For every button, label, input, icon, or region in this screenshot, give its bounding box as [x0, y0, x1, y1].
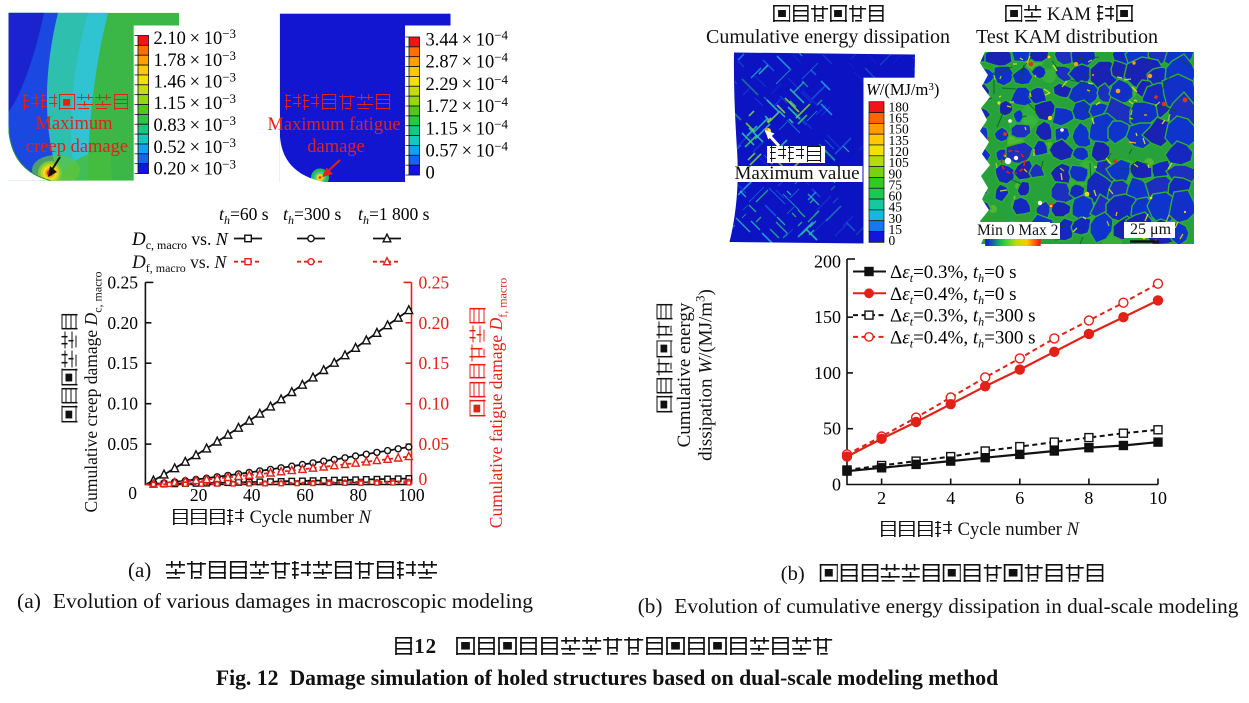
svg-text:20: 20 [190, 485, 208, 505]
svg-text:0.05: 0.05 [107, 434, 138, 454]
svg-text:165: 165 [889, 111, 910, 126]
svg-text:0.15: 0.15 [419, 353, 450, 373]
svg-text:0.10: 0.10 [107, 394, 138, 414]
svg-text:0.25: 0.25 [107, 272, 138, 292]
svg-text:1.78 × 10−3: 1.78 × 10−3 [154, 48, 237, 71]
svg-text:Dc, macro vs. N: Dc, macro vs. N [131, 229, 229, 252]
svg-text:120: 120 [889, 144, 910, 159]
svg-text:45: 45 [889, 200, 903, 215]
svg-text:Δεt=0.4%, th=0 s: Δεt=0.4%, th=0 s [890, 284, 1017, 307]
svg-text:150: 150 [889, 122, 910, 137]
svg-text:2: 2 [877, 488, 886, 508]
svg-text:6: 6 [1015, 488, 1024, 508]
svg-text:1.72 × 10−4: 1.72 × 10−4 [426, 94, 509, 117]
svg-text:2.87 × 10−4: 2.87 × 10−4 [426, 50, 509, 73]
svg-text:th=60 s: th=60 s [219, 204, 269, 227]
svg-text:3.44 × 10−4: 3.44 × 10−4 [426, 28, 509, 51]
svg-text:0: 0 [832, 475, 841, 495]
svg-text:75: 75 [889, 177, 903, 192]
svg-text:0.25: 0.25 [419, 272, 450, 292]
svg-text:th=300 s: th=300 s [283, 204, 342, 227]
svg-text:150: 150 [814, 307, 841, 327]
svg-text:60: 60 [296, 485, 314, 505]
svg-text:0: 0 [426, 164, 435, 184]
svg-text:0.20 × 10−3: 0.20 × 10−3 [154, 157, 237, 180]
svg-text:2.10 × 10−3: 2.10 × 10−3 [154, 26, 237, 49]
svg-text:0: 0 [889, 233, 896, 248]
svg-text:80: 80 [350, 485, 368, 505]
svg-text:180: 180 [889, 99, 910, 114]
svg-text:50: 50 [823, 419, 841, 439]
svg-text:30: 30 [889, 211, 903, 226]
svg-text:0.57 × 10−4: 0.57 × 10−4 [426, 139, 509, 162]
svg-text:1.46 × 10−3: 1.46 × 10−3 [154, 70, 237, 93]
svg-text:Df, macro vs. N: Df, macro vs. N [131, 252, 227, 275]
svg-text:0.20: 0.20 [107, 313, 138, 333]
svg-text:10: 10 [1149, 488, 1167, 508]
svg-text:Δεt=0.3%, th=300 s: Δεt=0.3%, th=300 s [890, 306, 1036, 329]
svg-text:135: 135 [889, 133, 910, 148]
svg-text:0.20: 0.20 [419, 313, 450, 333]
svg-text:15: 15 [889, 222, 903, 237]
svg-text:Δεt=0.3%, th=0 s: Δεt=0.3%, th=0 s [890, 262, 1017, 285]
svg-text:W/(MJ/m3): W/(MJ/m3) [866, 80, 939, 99]
svg-text:1.15 × 10−4: 1.15 × 10−4 [426, 116, 509, 139]
svg-text:4: 4 [946, 488, 955, 508]
svg-text:60: 60 [889, 189, 903, 204]
svg-text:0: 0 [128, 483, 137, 503]
svg-text:105: 105 [889, 155, 910, 170]
svg-text:0.10: 0.10 [419, 394, 450, 414]
svg-text:0.83 × 10−3: 0.83 × 10−3 [154, 113, 237, 136]
svg-text:0: 0 [419, 469, 428, 489]
svg-text:200: 200 [814, 251, 841, 271]
svg-text:1.15 × 10−3: 1.15 × 10−3 [154, 91, 237, 114]
svg-text:100: 100 [814, 363, 841, 383]
svg-text:100: 100 [398, 485, 425, 505]
svg-text:0.52 × 10−3: 0.52 × 10−3 [154, 135, 237, 158]
svg-text:0.15: 0.15 [107, 353, 138, 373]
svg-text:90: 90 [889, 166, 903, 181]
svg-text:Δεt=0.4%, th=300 s: Δεt=0.4%, th=300 s [890, 327, 1036, 350]
svg-text:th=1 800 s: th=1 800 s [358, 204, 430, 227]
svg-text:8: 8 [1084, 488, 1093, 508]
svg-text:2.29 × 10−4: 2.29 × 10−4 [426, 72, 509, 95]
svg-text:40: 40 [243, 485, 261, 505]
svg-text:0.05: 0.05 [419, 434, 450, 454]
